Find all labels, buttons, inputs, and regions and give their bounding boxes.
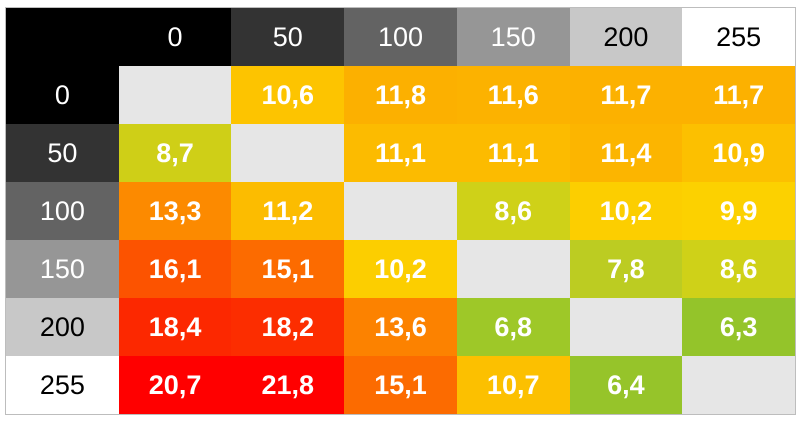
column-header-100: 100 [344,8,457,66]
heatmap-cell: 8,7 [118,124,232,182]
heatmap-cell: 21,8 [231,356,345,414]
row-header-150: 150 [6,240,119,298]
heatmap-cell: 6,4 [569,356,683,414]
heatmap-cell: 11,7 [682,66,795,124]
heatmap-cell: 6,3 [682,298,795,356]
heatmap-cell: 10,6 [231,66,345,124]
heatmap-cell: 11,8 [344,66,457,124]
heatmap-cell: 10,9 [682,124,795,182]
heatmap-cell: 11,4 [569,124,683,182]
heatmap-cell: 10,2 [569,182,683,240]
row-header-50: 50 [6,124,119,182]
row-header-0: 0 [6,66,119,124]
heatmap-cell: 8,6 [456,182,570,240]
heatmap-cell: 6,8 [456,298,570,356]
heatmap-cell: 8,6 [682,240,795,298]
row-header-200: 200 [6,298,119,356]
heatmap-cell: 10,2 [344,240,457,298]
diagonal-cell [118,66,232,124]
column-header-200: 200 [569,8,683,66]
row-header-100: 100 [6,182,119,240]
heatmap-cell: 11,6 [456,66,570,124]
heatmap-cell: 9,9 [682,182,795,240]
heatmap-cell: 18,2 [231,298,345,356]
heatmap-cell: 15,1 [344,356,457,414]
diagonal-cell [569,298,683,356]
column-header-150: 150 [456,8,570,66]
diagonal-cell [456,240,570,298]
heatmap-cell: 7,8 [569,240,683,298]
column-header-50: 50 [231,8,345,66]
column-header-255: 255 [682,8,795,66]
column-header-0: 0 [118,8,232,66]
heatmap-cell: 11,2 [231,182,345,240]
heatmap-cell: 13,6 [344,298,457,356]
heatmap-cell: 15,1 [231,240,345,298]
heatmap-cell: 20,7 [118,356,232,414]
heatmap-cell: 13,3 [118,182,232,240]
heatmap-cell: 11,1 [344,124,457,182]
heatmap-cell: 11,1 [456,124,570,182]
heatmap-cell: 10,7 [456,356,570,414]
diagonal-cell [344,182,457,240]
corner-cell [6,8,119,66]
heatmap-cell: 16,1 [118,240,232,298]
heatmap-grid: 0 50 100 150 200 255 0 10,6 11,8 11,6 11,7 11,7 50 8,… [5,7,796,415]
diagonal-cell [231,124,345,182]
heatmap-cell: 11,7 [569,66,683,124]
heatmap-cell: 18,4 [118,298,232,356]
row-header-255: 255 [6,356,119,414]
diagonal-cell [682,356,795,414]
